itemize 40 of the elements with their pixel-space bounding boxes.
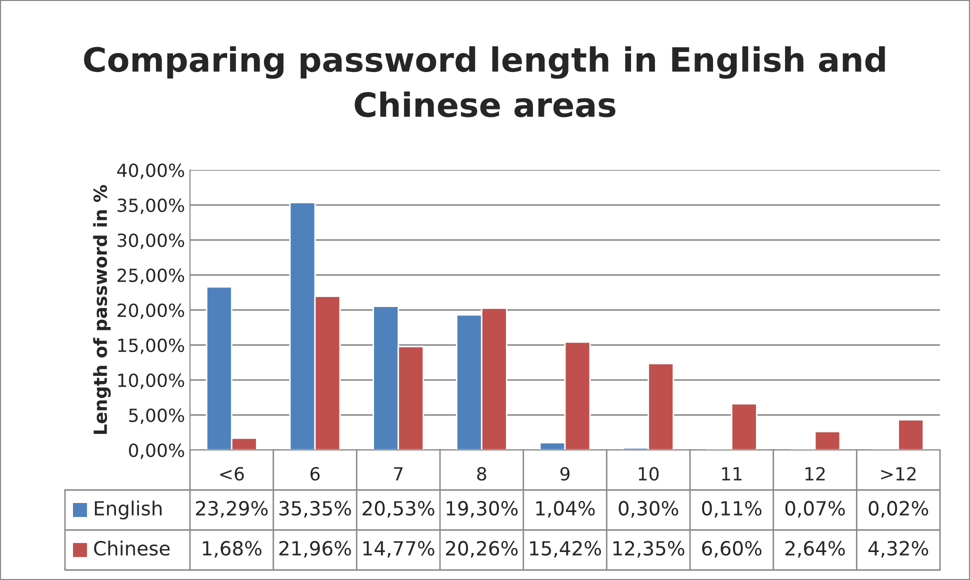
data-label: 1,68% (202, 540, 262, 558)
data-label: 4,32% (868, 540, 928, 558)
data-label: 19,30% (446, 500, 518, 518)
data-label: 0,30% (618, 500, 678, 518)
legend-label: English (94, 500, 162, 520)
y-tick-label: 15,00% (118, 338, 184, 354)
data-label: 12,35% (613, 540, 684, 558)
y-tick-label: 25,00% (118, 268, 184, 284)
x-tick-label: 8 (477, 466, 486, 481)
y-tick-label: 20,00% (118, 303, 184, 319)
x-tick-label: 7 (394, 467, 403, 480)
data-label: 20,53% (362, 500, 434, 518)
x-tick-label: 11 (722, 467, 742, 480)
data-label: 1,04% (536, 500, 595, 518)
x-tick-label: >12 (881, 466, 916, 480)
data-label: 21,96% (279, 540, 351, 558)
data-label: 2,64% (786, 540, 845, 558)
x-tick-label: 6 (310, 466, 320, 481)
data-label: 0,11% (702, 500, 762, 518)
y-tick-label: 30,00% (118, 233, 184, 249)
y-tick-label: 35,00% (118, 198, 184, 214)
data-label: 0,02% (868, 500, 928, 518)
data-label: 23,29% (196, 500, 268, 518)
y-tick-label: 40,00% (117, 163, 184, 179)
y-tick-label: 0,00% (128, 443, 184, 459)
data-label: 15,42% (530, 540, 601, 558)
x-tick-label: <6 (220, 466, 244, 481)
y-tick-label: 5,00% (129, 408, 184, 424)
x-tick-label: 10 (638, 466, 659, 481)
data-label: 14,77% (363, 540, 434, 558)
x-tick-label: 12 (805, 466, 825, 480)
data-label: 6,60% (702, 540, 762, 558)
x-tick-label: 9 (560, 466, 570, 481)
data-label: 20,26% (446, 540, 518, 558)
data-label: 0,07% (785, 500, 845, 518)
y-axis-title: Length of password in % (93, 185, 111, 434)
legend-label: Chinese (94, 540, 170, 556)
y-tick-label: 10,00% (118, 373, 184, 389)
chart-title: Comparing password length in English and Chinese areas (84, 46, 885, 118)
data-label: 35,35% (279, 500, 351, 518)
